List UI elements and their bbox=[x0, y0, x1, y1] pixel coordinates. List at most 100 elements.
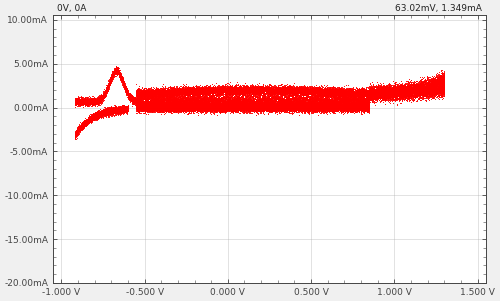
Point bbox=[155, 92, 163, 96]
Point bbox=[372, 96, 380, 101]
Point bbox=[116, 72, 124, 76]
Point bbox=[98, 112, 106, 116]
Point bbox=[288, 108, 296, 113]
Point bbox=[336, 89, 344, 94]
Point bbox=[104, 108, 112, 113]
Point bbox=[255, 100, 263, 105]
Point bbox=[264, 105, 272, 110]
Point bbox=[120, 82, 128, 87]
Point bbox=[98, 111, 106, 116]
Point bbox=[278, 85, 286, 89]
Point bbox=[320, 104, 328, 109]
Point bbox=[276, 101, 283, 106]
Point bbox=[294, 88, 302, 93]
Point bbox=[146, 102, 154, 107]
Point bbox=[330, 89, 338, 94]
Point bbox=[302, 97, 310, 102]
Point bbox=[101, 92, 109, 97]
Point bbox=[294, 101, 302, 105]
Point bbox=[168, 87, 176, 92]
Point bbox=[326, 105, 334, 110]
Point bbox=[200, 96, 208, 101]
Point bbox=[300, 89, 308, 94]
Point bbox=[350, 103, 358, 108]
Point bbox=[123, 106, 131, 110]
Point bbox=[170, 106, 178, 110]
Point bbox=[430, 81, 438, 86]
Point bbox=[336, 105, 344, 110]
Point bbox=[403, 91, 411, 96]
Point bbox=[172, 98, 180, 102]
Point bbox=[236, 102, 244, 107]
Point bbox=[231, 104, 239, 109]
Point bbox=[160, 101, 168, 106]
Point bbox=[339, 104, 347, 108]
Point bbox=[268, 103, 276, 108]
Point bbox=[393, 92, 401, 97]
Point bbox=[272, 98, 280, 103]
Point bbox=[306, 90, 314, 95]
Point bbox=[252, 103, 260, 108]
Point bbox=[292, 84, 300, 89]
Point bbox=[238, 98, 246, 103]
Point bbox=[308, 105, 316, 110]
Point bbox=[260, 99, 268, 104]
Point bbox=[354, 86, 362, 91]
Point bbox=[383, 83, 391, 88]
Point bbox=[136, 107, 143, 111]
Point bbox=[352, 89, 360, 94]
Point bbox=[359, 102, 367, 107]
Point bbox=[406, 90, 413, 95]
Point bbox=[208, 102, 216, 107]
Point bbox=[123, 109, 131, 114]
Point bbox=[234, 104, 241, 108]
Point bbox=[387, 89, 395, 94]
Point bbox=[150, 99, 158, 104]
Point bbox=[270, 104, 278, 109]
Point bbox=[428, 81, 436, 86]
Point bbox=[282, 102, 290, 107]
Point bbox=[174, 106, 182, 111]
Point bbox=[164, 104, 172, 109]
Point bbox=[220, 89, 228, 94]
Point bbox=[296, 101, 304, 106]
Point bbox=[280, 105, 288, 110]
Point bbox=[354, 106, 362, 110]
Point bbox=[296, 106, 304, 110]
Point bbox=[163, 99, 171, 104]
Point bbox=[292, 102, 300, 107]
Point bbox=[150, 104, 158, 109]
Point bbox=[272, 101, 280, 106]
Point bbox=[305, 108, 313, 113]
Point bbox=[170, 104, 178, 109]
Point bbox=[158, 91, 166, 96]
Point bbox=[408, 92, 416, 96]
Point bbox=[136, 101, 144, 106]
Point bbox=[320, 90, 328, 95]
Point bbox=[338, 91, 346, 95]
Point bbox=[264, 101, 272, 106]
Point bbox=[328, 102, 336, 107]
Point bbox=[310, 102, 318, 107]
Point bbox=[328, 102, 336, 107]
Point bbox=[422, 94, 430, 99]
Point bbox=[438, 79, 446, 83]
Point bbox=[114, 70, 122, 74]
Point bbox=[202, 84, 209, 89]
Point bbox=[423, 86, 431, 91]
Point bbox=[152, 103, 160, 108]
Point bbox=[230, 96, 238, 101]
Point bbox=[238, 102, 246, 107]
Point bbox=[100, 108, 108, 113]
Point bbox=[200, 103, 208, 108]
Point bbox=[393, 86, 401, 91]
Point bbox=[136, 91, 144, 95]
Point bbox=[180, 105, 188, 110]
Point bbox=[90, 98, 98, 103]
Point bbox=[340, 101, 347, 106]
Point bbox=[352, 90, 360, 95]
Point bbox=[136, 92, 143, 97]
Point bbox=[358, 106, 366, 110]
Point bbox=[328, 85, 336, 90]
Point bbox=[372, 96, 380, 101]
